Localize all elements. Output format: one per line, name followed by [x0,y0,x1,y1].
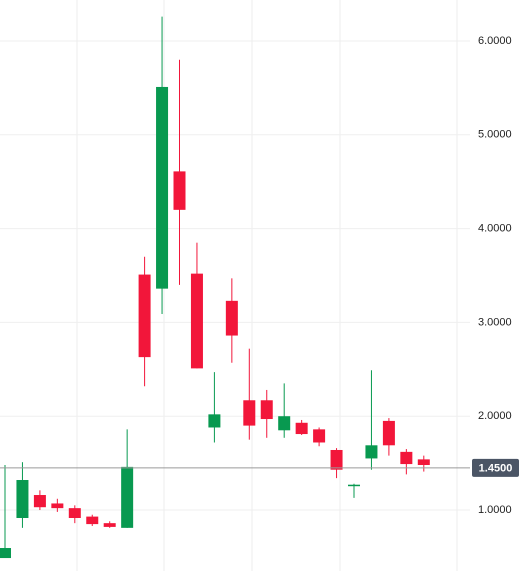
current-price-label: 1.4500 [479,463,513,475]
candle-body [295,422,308,435]
y-tick-label: 1.0000 [478,504,512,516]
candle-body [417,459,430,465]
candle-body [208,414,221,428]
candle-body [121,466,134,528]
candle-body [51,503,64,509]
candle-body [33,495,46,508]
candle-body [348,484,360,487]
candle-body [278,416,291,431]
y-tick-label: 6.0000 [478,35,512,47]
candle-body [138,274,151,358]
candle-body [86,516,99,525]
y-tick-label: 2.0000 [478,410,512,422]
candle-body [400,451,413,465]
candle-body [260,400,273,420]
candle-body [225,300,238,336]
candle-body [190,273,203,369]
candle-body [330,449,343,470]
candle-body [173,171,186,210]
candle-body [0,548,11,559]
candle-body [313,429,326,443]
candle-body [365,445,378,459]
candle-body [156,86,169,289]
current-price-box [472,458,519,477]
candle-body [382,420,395,446]
candle-body [16,480,29,518]
candle-body [243,400,256,426]
y-tick-label: 4.0000 [478,223,512,235]
candle-body [68,508,81,518]
y-tick-label: 3.0000 [478,316,512,328]
candle-body [103,523,116,527]
y-tick-label: 5.0000 [478,129,512,141]
